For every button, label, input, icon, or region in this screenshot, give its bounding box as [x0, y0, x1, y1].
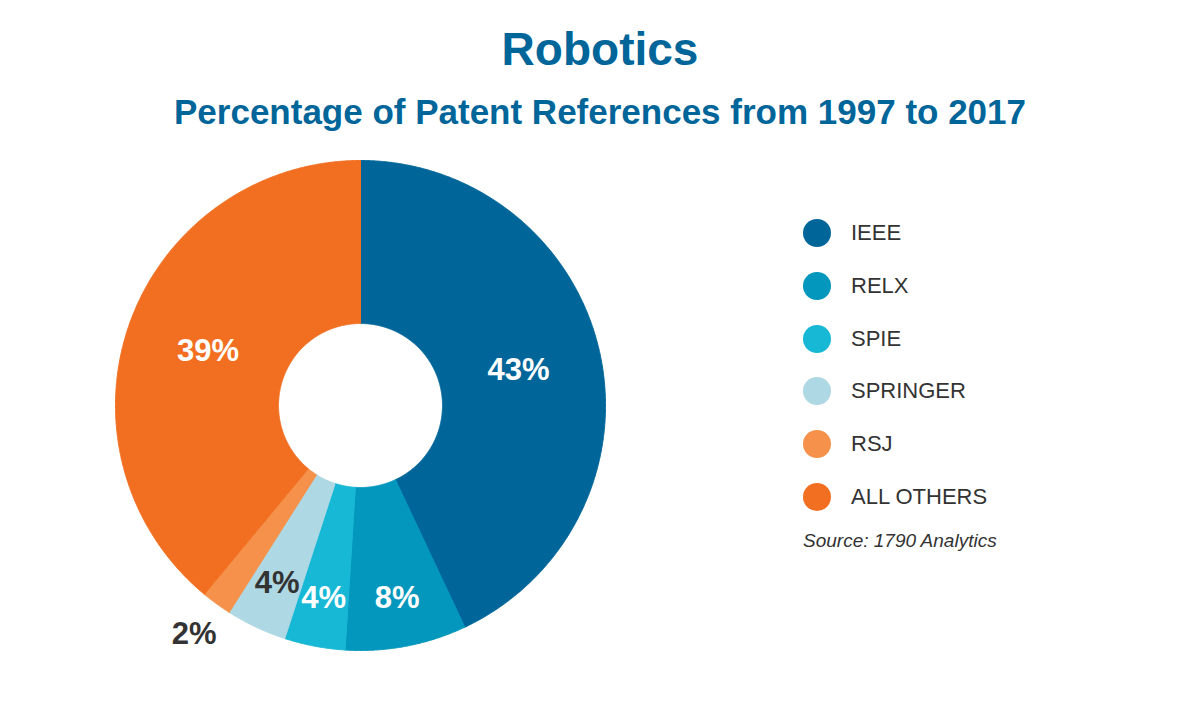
- svg-text:4%: 4%: [255, 565, 300, 600]
- html-text:IEEE: IEEE: [851, 220, 902, 246]
- html-text:Robotics: Robotics: [501, 23, 699, 75]
- svg-text:39%: 39%: [177, 333, 239, 368]
- svg-text:8%: 8%: [375, 580, 420, 615]
- svg-text:4%: 4%: [301, 580, 346, 615]
- svg-text:43%: 43%: [488, 352, 550, 387]
- html-text:SPIE: SPIE: [851, 325, 902, 351]
- html-text:Source: 1790 Analytics: Source: 1790 Analytics: [803, 530, 997, 551]
- svg-text:2%: 2%: [172, 616, 217, 651]
- html-text:RSJ: RSJ: [851, 431, 893, 457]
- html-text:Percentage of Patent Reference: Percentage of Patent References from 199…: [174, 92, 1026, 131]
- html-text:ALL OTHERS: ALL OTHERS: [851, 483, 988, 509]
- html-text:RELX: RELX: [851, 273, 909, 298]
- html-text:SPRINGER: SPRINGER: [851, 378, 966, 404]
